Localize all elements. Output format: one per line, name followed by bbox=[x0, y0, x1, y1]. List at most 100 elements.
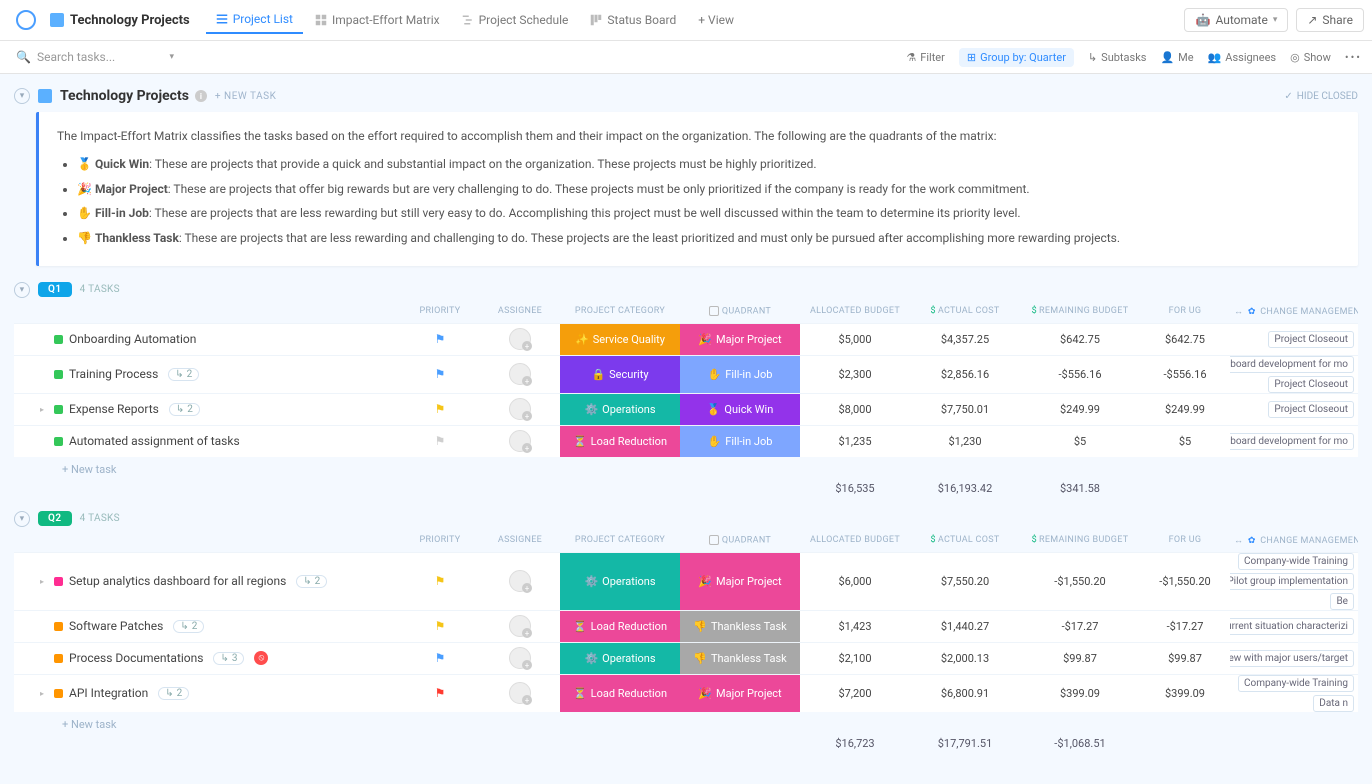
change-tag[interactable]: Be bbox=[1330, 593, 1354, 610]
category-pill[interactable]: ⏳Load Reduction bbox=[560, 675, 680, 712]
assignees-button[interactable]: 👥 Assignees bbox=[1208, 51, 1277, 64]
col-category[interactable]: PROJECT CATEGORY bbox=[560, 304, 680, 318]
status-icon[interactable] bbox=[54, 437, 63, 446]
forug-cell[interactable]: $642.75 bbox=[1140, 329, 1230, 350]
task-name-cell[interactable]: Automated assignment of tasks bbox=[40, 428, 400, 454]
task-name-cell[interactable]: Software Patches ↳2 bbox=[40, 613, 400, 639]
change-tag[interactable]: Project Closeout bbox=[1268, 331, 1354, 348]
priority-cell[interactable]: ⚑ bbox=[400, 363, 480, 385]
search-input[interactable]: 🔍 Search tasks... ▾ bbox=[10, 47, 180, 67]
remaining-cell[interactable]: -$556.16 bbox=[1020, 364, 1140, 385]
change-tags-cell[interactable]: Project Closeout bbox=[1230, 401, 1358, 418]
assignee-avatar[interactable] bbox=[509, 647, 531, 669]
add-view-button[interactable]: + View bbox=[688, 7, 744, 33]
change-tags-cell[interactable]: Company-wide TrainingPilot group impleme… bbox=[1230, 553, 1358, 610]
subtask-count[interactable]: ↳2 bbox=[168, 368, 199, 381]
blocked-icon[interactable]: ⦸ bbox=[254, 651, 268, 665]
subtasks-button[interactable]: ↳ Subtasks bbox=[1088, 51, 1147, 64]
priority-cell[interactable]: ⚑ bbox=[400, 570, 480, 592]
category-pill[interactable]: ⏳Load Reduction bbox=[560, 426, 680, 457]
task-row[interactable]: ▸ API Integration ↳2 ⚑ ⏳Load Reduction 🎉… bbox=[14, 674, 1358, 712]
priority-cell[interactable]: ⚑ bbox=[400, 328, 480, 350]
task-name-cell[interactable]: ▸ Expense Reports ↳2 bbox=[40, 396, 400, 422]
task-row[interactable]: ▸ Setup analytics dashboard for all regi… bbox=[14, 552, 1358, 610]
remaining-cell[interactable]: $642.75 bbox=[1020, 329, 1140, 350]
priority-cell[interactable]: ⚑ bbox=[400, 430, 480, 452]
actual-cell[interactable]: $1,440.27 bbox=[910, 616, 1020, 637]
group-collapse-button[interactable]: ▾ bbox=[14, 282, 30, 298]
status-icon[interactable] bbox=[54, 335, 63, 344]
col-remaining[interactable]: $REMAINING BUDGET bbox=[1020, 533, 1140, 547]
priority-cell[interactable]: ⚑ bbox=[400, 682, 480, 704]
remaining-cell[interactable]: -$17.27 bbox=[1020, 616, 1140, 637]
col-category[interactable]: PROJECT CATEGORY bbox=[560, 533, 680, 547]
assignee-avatar[interactable] bbox=[509, 398, 531, 420]
quarter-badge[interactable]: Q1 bbox=[38, 282, 72, 297]
quadrant-pill[interactable]: ✋Fill-in Job bbox=[680, 356, 800, 393]
more-button[interactable]: ••• bbox=[1345, 51, 1362, 64]
assignee-avatar[interactable] bbox=[509, 328, 531, 350]
change-tags-cell[interactable]: Current situation characterizi bbox=[1230, 618, 1358, 635]
assignee-avatar[interactable] bbox=[509, 430, 531, 452]
col-priority[interactable]: PRIORITY bbox=[400, 533, 480, 547]
task-name-cell[interactable]: ▸ API Integration ↳2 bbox=[40, 680, 400, 706]
category-pill[interactable]: 🔒Security bbox=[560, 356, 680, 393]
assignee-cell[interactable] bbox=[480, 426, 560, 456]
subtask-count[interactable]: ↳2 bbox=[169, 403, 200, 416]
actual-cell[interactable]: $6,800.91 bbox=[910, 683, 1020, 704]
group-collapse-button[interactable]: ▾ bbox=[14, 511, 30, 527]
assignee-avatar[interactable] bbox=[509, 363, 531, 385]
col-remaining[interactable]: $REMAINING BUDGET bbox=[1020, 304, 1140, 318]
assignee-avatar[interactable] bbox=[509, 615, 531, 637]
change-tag[interactable]: Project Closeout bbox=[1268, 401, 1354, 418]
col-allocated[interactable]: ALLOCATED BUDGET bbox=[800, 533, 910, 547]
quadrant-pill[interactable]: 👎Thankless Task bbox=[680, 643, 800, 674]
change-tag[interactable]: Dashboard development for mo bbox=[1230, 433, 1354, 450]
subtask-count[interactable]: ↳2 bbox=[158, 687, 189, 700]
assignee-cell[interactable] bbox=[480, 566, 560, 596]
assignee-cell[interactable] bbox=[480, 394, 560, 424]
forug-cell[interactable]: -$17.27 bbox=[1140, 616, 1230, 637]
col-actual[interactable]: $ACTUAL COST bbox=[910, 304, 1020, 318]
remaining-cell[interactable]: $5 bbox=[1020, 431, 1140, 452]
task-row[interactable]: Automated assignment of tasks ⚑ ⏳Load Re… bbox=[14, 425, 1358, 457]
col-assignee[interactable]: ASSIGNEE bbox=[480, 304, 560, 318]
actual-cell[interactable]: $7,750.01 bbox=[910, 399, 1020, 420]
assignee-avatar[interactable] bbox=[509, 682, 531, 704]
status-icon[interactable] bbox=[54, 654, 63, 663]
col-quadrant[interactable]: QUADRANT bbox=[680, 533, 800, 547]
me-button[interactable]: 👤 Me bbox=[1160, 51, 1193, 64]
forug-cell[interactable]: $99.87 bbox=[1140, 648, 1230, 669]
allocated-cell[interactable]: $1,235 bbox=[800, 431, 910, 452]
workspace-title[interactable]: Technology Projects bbox=[44, 9, 196, 32]
tab-impact-effort[interactable]: Impact-Effort Matrix bbox=[305, 7, 450, 33]
forug-cell[interactable]: $399.09 bbox=[1140, 683, 1230, 704]
category-pill[interactable]: ⏳Load Reduction bbox=[560, 611, 680, 642]
remaining-cell[interactable]: $249.99 bbox=[1020, 399, 1140, 420]
task-row[interactable]: Software Patches ↳2 ⚑ ⏳Load Reduction 👎T… bbox=[14, 610, 1358, 642]
forug-cell[interactable]: $5 bbox=[1140, 431, 1230, 452]
new-task-row[interactable]: + New task bbox=[14, 457, 1358, 476]
category-pill[interactable]: ⚙️Operations bbox=[560, 643, 680, 674]
assignee-cell[interactable] bbox=[480, 359, 560, 389]
expand-icon[interactable]: ▸ bbox=[40, 689, 48, 698]
actual-cell[interactable]: $7,550.20 bbox=[910, 571, 1020, 592]
allocated-cell[interactable]: $5,000 bbox=[800, 329, 910, 350]
change-tag[interactable]: Company-wide Training bbox=[1238, 553, 1354, 570]
change-tag[interactable]: Current situation characterizi bbox=[1230, 618, 1354, 635]
actual-cell[interactable]: $4,357.25 bbox=[910, 329, 1020, 350]
priority-cell[interactable]: ⚑ bbox=[400, 647, 480, 669]
quadrant-pill[interactable]: ✋Fill-in Job bbox=[680, 426, 800, 457]
assignee-cell[interactable] bbox=[480, 643, 560, 673]
task-row[interactable]: ▸ Expense Reports ↳2 ⚑ ⚙️Operations 🥇Qui… bbox=[14, 393, 1358, 425]
col-forug[interactable]: FOR UG bbox=[1140, 533, 1230, 547]
info-icon[interactable]: i bbox=[195, 90, 207, 102]
subtask-count[interactable]: ↳3 bbox=[213, 652, 244, 665]
quadrant-pill[interactable]: 🎉Major Project bbox=[680, 324, 800, 355]
forug-cell[interactable]: $249.99 bbox=[1140, 399, 1230, 420]
remaining-cell[interactable]: -$1,550.20 bbox=[1020, 571, 1140, 592]
allocated-cell[interactable]: $7,200 bbox=[800, 683, 910, 704]
actual-cell[interactable]: $2,856.16 bbox=[910, 364, 1020, 385]
priority-cell[interactable]: ⚑ bbox=[400, 398, 480, 420]
status-icon[interactable] bbox=[54, 577, 63, 586]
